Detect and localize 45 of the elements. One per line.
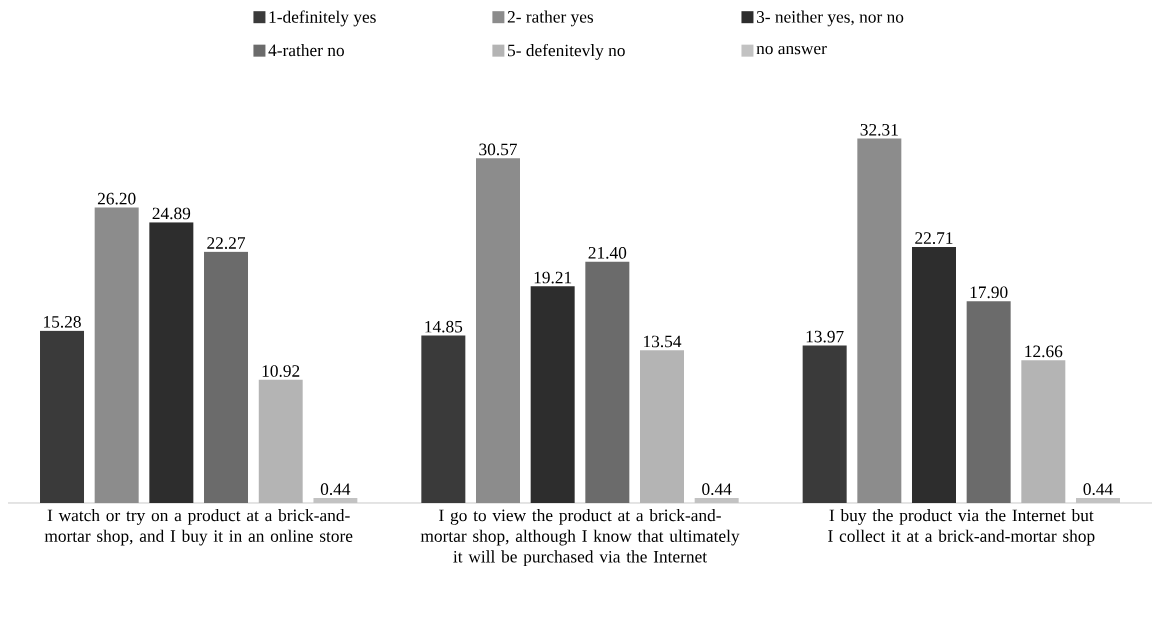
bar [1021, 360, 1066, 503]
bar [421, 335, 466, 503]
legend-label: 2- rather yes [507, 10, 594, 27]
bar [149, 222, 194, 503]
data-label: 0.44 [702, 483, 732, 496]
bar [694, 498, 739, 503]
bar [94, 207, 139, 503]
data-label: 0.44 [320, 483, 351, 496]
bar [857, 138, 902, 503]
data-label: 30.57 [479, 143, 518, 156]
data-label: 22.71 [915, 232, 953, 244]
data-label: 0.44 [1083, 483, 1113, 496]
bar [585, 261, 630, 503]
x-tick-label: I watch or try on a product at a brick-and-mortar shop, and I buy it in an online store [44, 509, 353, 546]
bar [40, 330, 85, 503]
data-label: 14.85 [425, 320, 463, 333]
data-label: 13.97 [806, 330, 844, 343]
bar [313, 498, 358, 503]
data-label: 26.20 [97, 192, 136, 205]
legend-label: 1-definitely yes [269, 10, 376, 27]
bar [530, 286, 575, 503]
data-label: 24.89 [152, 207, 191, 220]
data-label: 19.21 [534, 271, 572, 284]
bar [204, 251, 249, 503]
bar [1075, 498, 1120, 503]
data-label: 13.54 [644, 335, 682, 348]
data-label: 32.31 [860, 123, 898, 136]
data-label: 22.27 [207, 237, 246, 249]
legend-label: no answer [756, 45, 827, 55]
bar [258, 379, 303, 503]
data-label: 10.92 [262, 365, 300, 377]
bar [476, 158, 520, 503]
data-label: 17.90 [970, 286, 1008, 299]
bar [911, 246, 956, 503]
bar [640, 350, 684, 503]
x-tick-label: I buy the product via the Internet but I collect it at a brick-and-mortar shop [828, 509, 1095, 546]
data-label: 12.66 [1025, 345, 1063, 358]
x-tick-label: I go to view the product at a brick-and-mortar shop, although I know that ultimately it will be purchased via the Internet [420, 509, 740, 567]
data-label: 15.28 [44, 315, 81, 328]
legend-label: 3- neither yes, nor no [756, 10, 904, 27]
bar [802, 345, 847, 503]
data-label: 21.40 [588, 246, 627, 259]
legend-label: 5- defenitevly no [508, 43, 625, 60]
bar [966, 301, 1011, 503]
legend-label: 4-rather no [268, 44, 344, 57]
